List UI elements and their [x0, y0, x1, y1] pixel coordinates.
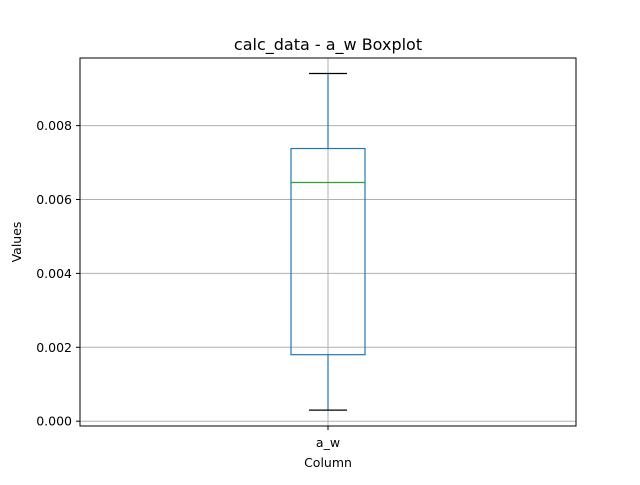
boxplot-a_w — [290, 72, 366, 411]
y-tick-label: 0.000 — [36, 414, 72, 429]
y-tick-label: 0.002 — [36, 340, 72, 355]
y-axis-label: Values — [9, 222, 24, 263]
x-axis-label: Column — [304, 455, 352, 470]
x-tick-label: a_w — [316, 435, 340, 450]
y-axis-ticks: 0.000 0.002 0.004 0.006 0.008 — [36, 118, 80, 429]
y-tick-label: 0.008 — [36, 118, 72, 133]
y-tick-label: 0.006 — [36, 192, 72, 207]
chart-title: calc_data - a_w Boxplot — [234, 35, 422, 55]
y-tick-label: 0.004 — [36, 266, 72, 281]
x-axis-ticks: a_w — [316, 426, 340, 450]
iqr-box — [290, 147, 366, 356]
box-layer — [290, 72, 366, 411]
